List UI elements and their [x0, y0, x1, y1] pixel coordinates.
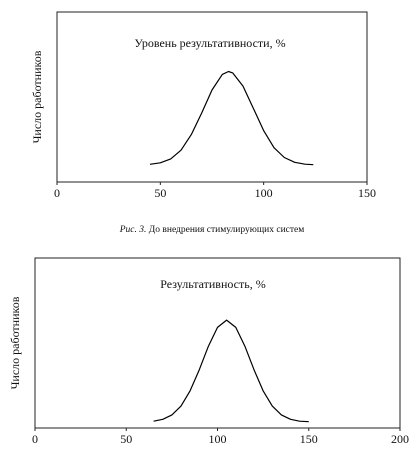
x-tick-label: 50	[154, 186, 166, 200]
x-tick-label: 150	[358, 186, 376, 200]
x-tick-label: 150	[300, 432, 318, 446]
y-axis-label: Число работников	[30, 50, 44, 143]
chart-title: Уровень результативности, %	[134, 36, 285, 50]
x-tick-label: 100	[255, 186, 273, 200]
plot-frame	[56, 11, 368, 183]
curve	[153, 319, 309, 423]
caption-text: До внедрения стимулирующих систем	[149, 225, 305, 235]
curve	[149, 70, 314, 166]
x-tick-label: 200	[391, 432, 409, 446]
x-tick-label: 100	[209, 432, 227, 446]
x-tick-label: 50	[120, 432, 132, 446]
chart-title: Результативность, %	[160, 277, 265, 291]
x-tick-label: 0	[54, 186, 60, 200]
caption-label: Рис. 3.	[119, 225, 147, 235]
x-tick-label: 0	[32, 432, 38, 446]
figure-caption: Рис. 3. До внедрения стимулирующих систе…	[119, 225, 305, 235]
y-axis-label: Число работников	[8, 296, 22, 389]
